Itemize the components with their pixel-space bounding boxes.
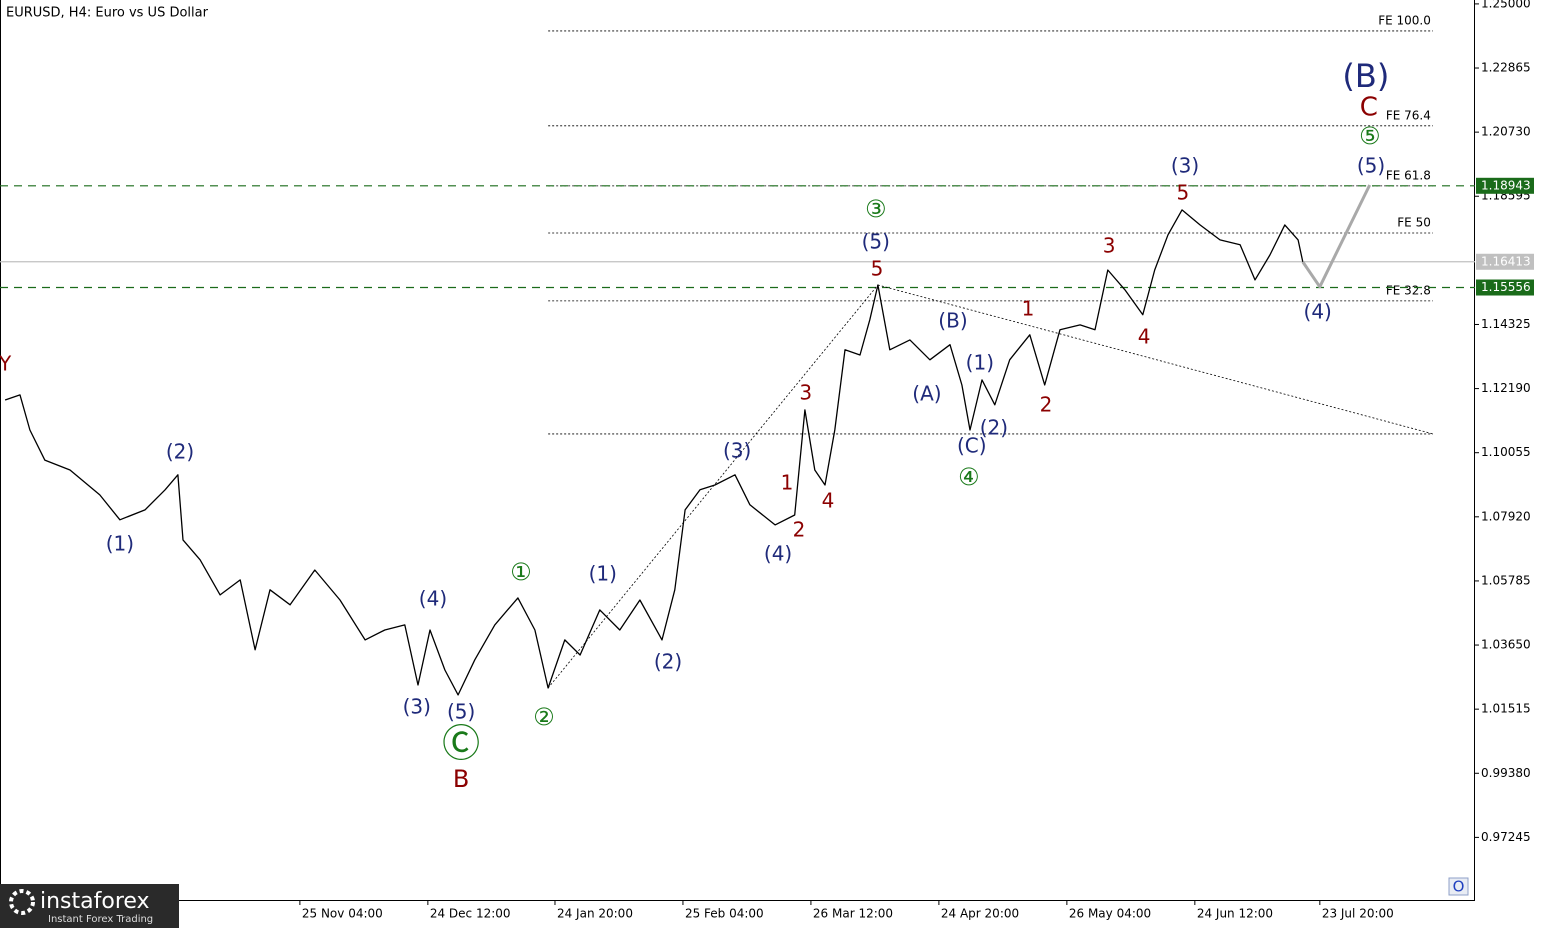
price-label-box [1476,177,1534,194]
price-label: 1.15556 [1481,280,1531,294]
fib-label: FE 50 [1397,216,1431,230]
wave-label: (2) [654,649,682,673]
x-tick-label: 25 Feb 04:00 [685,907,764,921]
wave-label: 2 [1040,393,1053,417]
wave-label: ③ [865,195,887,223]
wave-label: 1 [781,470,794,494]
wave-label: (4) [1304,299,1332,323]
wave-label: ① [510,558,532,586]
logo-box [0,884,179,928]
wave-label: ② [533,703,555,731]
x-tick-label: 24 Jun 12:00 [1197,907,1273,921]
chart-title: EURUSD, H4: Euro vs US Dollar [6,6,209,21]
x-tick-label: 26 May 04:00 [1069,907,1151,921]
wave-label: (3) [723,438,751,462]
wave-label: 5 [871,256,884,280]
wave-label: (B) [938,308,967,332]
wave-label: (1) [106,532,134,556]
wave-label: (B) [1342,57,1389,95]
wave-label: 3 [799,380,812,404]
x-tick-label: 25 Nov 04:00 [302,907,383,921]
wave-label: 5 [1177,180,1190,204]
y-tick-label: 1.22865 [1481,61,1531,75]
y-tick-label: 1.05785 [1481,573,1531,587]
price-label-box [1476,253,1534,270]
y-tick-label: 1.01515 [1481,702,1531,716]
wave-label: Y [0,351,12,375]
wave-label: ④ [958,463,980,491]
price-label: 1.16413 [1481,254,1531,268]
wave-label: (2) [166,439,194,463]
wave-label: Ⓒ [442,721,480,765]
logo-tagline: Instant Forex Trading [48,914,153,925]
wave-label: (A) [912,381,941,405]
logo: instaforex Instant Forex Trading [0,884,179,928]
y-tick-label: 1.10055 [1481,445,1531,459]
wave-label: 4 [822,488,835,512]
y-tick-label: 1.25000 [1481,0,1531,10]
price-line-series [1301,184,1372,289]
price-line-series [547,284,879,689]
y-tick-label: 1.14325 [1481,317,1531,331]
corner-mark: O [1453,878,1465,896]
wave-label: (5) [447,699,475,723]
wave-label: (2) [980,415,1008,439]
wave-label: 1 [1022,296,1035,320]
logo-text: instaforex [40,889,150,914]
fib-label: FE 32.8 [1386,283,1431,297]
price-label-box [1476,279,1534,296]
y-tick-label: 1.12190 [1481,381,1531,395]
wave-label: ⑤ [1359,122,1381,150]
wave-label: (C) [957,433,987,457]
wave-label: 3 [1103,233,1116,257]
x-tick-label: 24 Jan 20:00 [557,907,633,921]
wave-label: 2 [793,517,806,541]
y-tick-label: 0.97245 [1481,830,1531,844]
wave-label: (1) [966,350,994,374]
wave-label: (5) [862,229,890,253]
price-line-series [4,209,1304,696]
y-tick-label: 1.03650 [1481,638,1531,652]
wave-label: B [453,765,469,793]
wave-label: (5) [1357,153,1385,177]
wave-label: 4 [1138,324,1151,348]
y-tick-label: 1.20730 [1481,125,1531,139]
wave-label: C [1360,92,1378,122]
wave-label: (3) [403,694,431,718]
price-label: 1.18943 [1481,178,1531,192]
fib-label: FE 100.0 [1378,13,1431,27]
corner-box [1448,877,1469,896]
x-tick-label: 24 Dec 12:00 [430,907,511,921]
x-tick-label: 24 Apr 20:00 [941,907,1019,921]
wave-label: (1) [589,561,617,585]
x-tick-label: 26 Mar 12:00 [813,907,893,921]
wave-label: (4) [419,587,447,611]
y-tick-label: 1.07920 [1481,509,1531,523]
y-tick-label: 0.99380 [1481,766,1531,780]
wave-label: (3) [1171,153,1199,177]
fib-label: FE 76.4 [1386,108,1431,122]
fib-label: FE 61.8 [1386,168,1431,182]
logo-icon [9,889,35,915]
x-tick-label: 23 Jul 20:00 [1322,907,1394,921]
wave-label: (4) [764,541,792,565]
